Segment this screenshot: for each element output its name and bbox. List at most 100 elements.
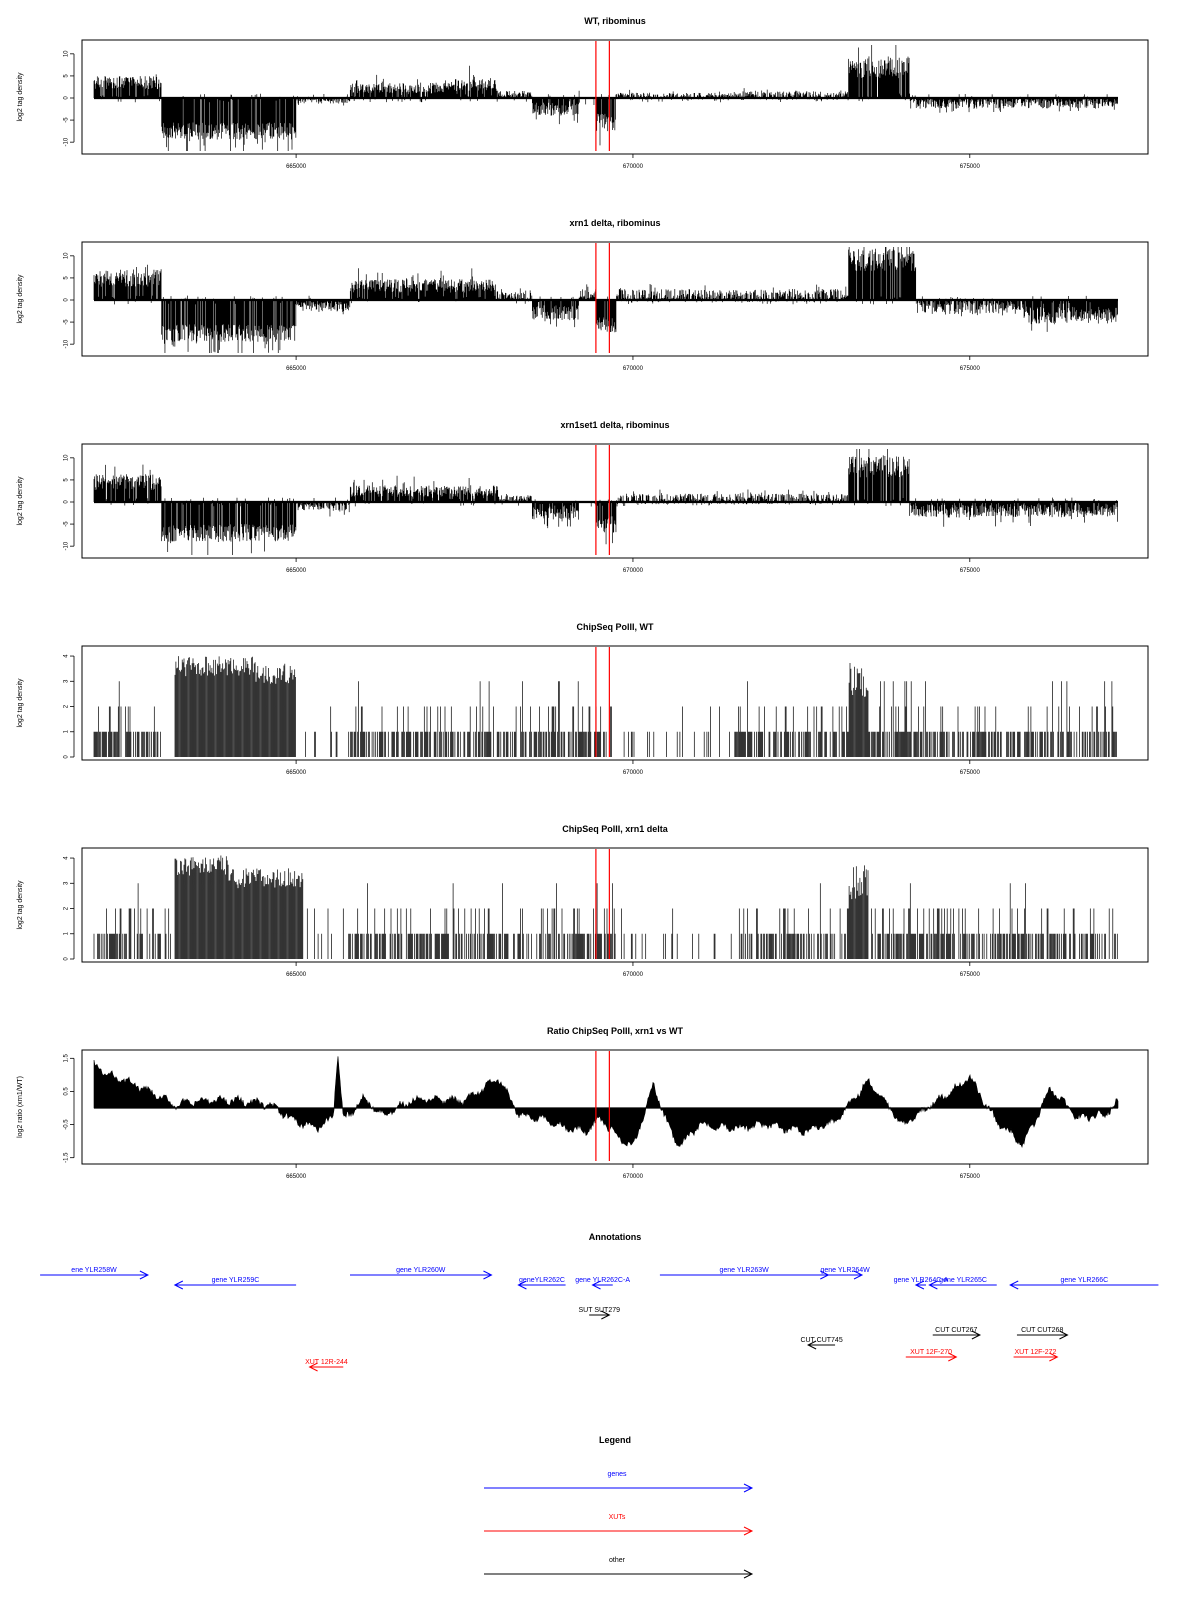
panel-2: xrn1 delta, ribominus -10 -5 0 5 10 log2 tag d… — [17, 218, 1149, 372]
arrow-head — [1059, 1330, 1069, 1340]
feature-xut: XUT 12F-272 — [1013, 1349, 1059, 1362]
feature-other: CUT CUT745 — [800, 1337, 843, 1350]
y-tick-label: 1.5 — [64, 1053, 70, 1062]
feature-label: SUT SUT279 — [579, 1307, 621, 1314]
x-tick-label: 670000 — [623, 972, 644, 978]
y-tick-label: 3 — [64, 679, 70, 683]
x-tick-label: 665000 — [286, 972, 307, 978]
feature-xut: XUT 12F-270 — [905, 1349, 958, 1362]
data-series — [93, 656, 1117, 757]
feature-gene: geneYLR262C — [517, 1277, 566, 1290]
annotations-panel: Annotations ene YLR258W gene YLR259C gene Y… — [40, 1232, 1159, 1372]
legend-panel: Legend genes XUTs other — [484, 1435, 754, 1579]
x-axis: 665000 670000 675000 — [286, 154, 980, 170]
data-series — [93, 1056, 1119, 1148]
x-tick-label: 665000 — [286, 1174, 307, 1180]
plot-frame — [81, 241, 1149, 357]
y-tick-label: 3 — [64, 881, 70, 885]
legend-entry-XUTs: XUTs — [484, 1514, 754, 1536]
x-tick-label: 670000 — [623, 164, 644, 170]
y-axis-label: log2 tag density — [17, 678, 24, 728]
arrow-head — [601, 1310, 611, 1320]
x-tick-label: 675000 — [960, 568, 981, 574]
plot-frame — [81, 443, 1149, 559]
panel-title: ChipSeq PolII, xrn1 delta — [562, 824, 669, 834]
panel-5: ChipSeq PolII, xrn1 delta 0 1 2 3 4 log2 tag d… — [17, 824, 1149, 978]
ratio-area — [93, 1056, 1119, 1148]
legend-label: genes — [607, 1471, 627, 1478]
x-tick-label: 675000 — [960, 164, 981, 170]
feature-label: XUT 12R-244 — [305, 1359, 348, 1366]
arrow-head — [139, 1270, 150, 1280]
x-tick-label: 675000 — [960, 366, 981, 372]
x-tick-label: 670000 — [623, 568, 644, 574]
data-series — [93, 449, 1118, 555]
y-axis-label: log2 tag density — [17, 72, 24, 122]
x-tick-label: 665000 — [286, 568, 307, 574]
feature-label: gene YLR264C-A — [894, 1277, 949, 1284]
x-tick-label: 665000 — [286, 770, 307, 776]
feature-label: CUT CUT268 — [1021, 1327, 1063, 1334]
plot-frame — [81, 645, 1149, 761]
y-tick-label: 5 — [64, 276, 70, 280]
y-tick-label: 2 — [64, 704, 70, 708]
feature-label: gene YLR260W — [396, 1267, 446, 1274]
x-tick-label: 665000 — [286, 366, 307, 372]
y-tick-label: -10 — [64, 137, 70, 146]
y-tick-label: -5 — [64, 117, 70, 123]
y-tick-label: 1 — [64, 729, 70, 733]
y-tick-label: 0 — [64, 500, 70, 504]
x-axis: 665000 670000 675000 — [286, 760, 980, 776]
legend-label: other — [609, 1557, 626, 1564]
y-tick-label: -1.5 — [64, 1152, 70, 1163]
panel-1: WT, ribominus -10 -5 0 5 10 log2 tag density 66… — [17, 16, 1149, 170]
y-tick-label: 0 — [64, 957, 70, 961]
x-axis: 665000 670000 675000 — [286, 962, 980, 978]
feature-label: gene YLR264W — [821, 1267, 871, 1274]
y-tick-label: 5 — [64, 74, 70, 78]
y-tick-label: -10 — [64, 339, 70, 348]
y-tick-label: 5 — [64, 478, 70, 482]
y-tick-label: 0.5 — [64, 1087, 70, 1096]
y-axis: -10 -5 0 5 10 — [64, 252, 75, 349]
y-axis: -10 -5 0 5 10 — [64, 50, 75, 147]
panel-4: ChipSeq PolII, WT 0 1 2 3 4 log2 tag density 66… — [17, 622, 1149, 776]
feature-gene: gene YLR264W — [821, 1267, 871, 1280]
annotations-title: Annotations — [589, 1232, 642, 1242]
panel-title: xrn1set1 delta, ribominus — [560, 420, 669, 430]
y-tick-label: 0 — [64, 96, 70, 100]
feature-gene: ene YLR258W — [40, 1267, 150, 1280]
feature-gene: gene YLR264C-A — [894, 1277, 949, 1290]
y-tick-label: 0 — [64, 298, 70, 302]
y-axis-label: log2 tag density — [17, 880, 24, 930]
plot-frame — [81, 847, 1149, 963]
x-tick-label: 675000 — [960, 1174, 981, 1180]
x-tick-label: 675000 — [960, 972, 981, 978]
feature-gene: gene YLR263W — [659, 1267, 830, 1280]
arrow-head — [517, 1280, 527, 1290]
x-tick-label: 665000 — [286, 164, 307, 170]
feature-label: CUT CUT267 — [935, 1327, 977, 1334]
y-axis-label: log2 tag density — [17, 476, 24, 526]
arrow-head — [806, 1340, 817, 1350]
feature-label: gene YLR259C — [212, 1277, 260, 1284]
data-series — [93, 45, 1118, 151]
y-tick-label: -5 — [64, 319, 70, 325]
arrow-head — [914, 1280, 925, 1290]
y-tick-label: -10 — [64, 541, 70, 550]
y-tick-label: -5 — [64, 521, 70, 527]
y-tick-label: 4 — [64, 856, 70, 860]
panel-title: ChipSeq PolII, WT — [577, 622, 654, 632]
panel-title: WT, ribominus — [584, 16, 646, 26]
arrow-head — [173, 1280, 184, 1290]
feature-label: XUT 12F-272 — [1015, 1349, 1057, 1356]
y-tick-label: 4 — [64, 654, 70, 658]
data-series — [93, 855, 1118, 959]
panel-3: xrn1set1 delta, ribominus -10 -5 0 5 10 log2 t… — [17, 420, 1149, 574]
plot-frame — [81, 39, 1149, 155]
x-tick-label: 670000 — [623, 1174, 644, 1180]
arrow-head — [591, 1280, 601, 1290]
feature-gene: gene YLR262C-A — [575, 1277, 630, 1290]
arrow-head — [1049, 1352, 1059, 1362]
